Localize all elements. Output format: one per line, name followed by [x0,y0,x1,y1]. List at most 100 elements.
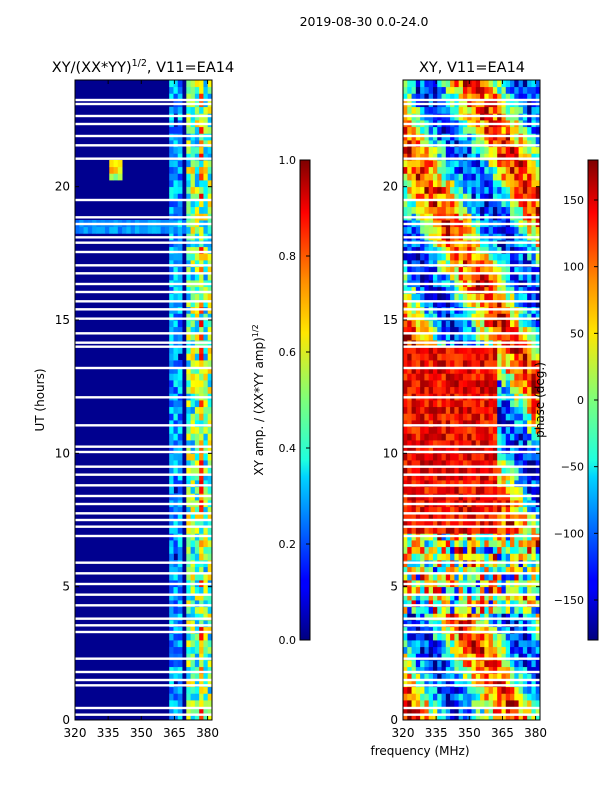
heatmap-cell [467,313,472,321]
heatmap-cell [190,600,196,608]
heatmap-cell [415,680,421,688]
heatmap-cell [169,653,174,661]
heatmap-cell [514,186,519,194]
heatmap-cell [450,380,455,388]
heatmap-cell [518,253,524,261]
heatmap-cell [462,326,468,334]
heatmap-cell [522,93,528,101]
heatmap-cell [505,126,511,134]
heatmap-cell [207,200,213,208]
heatmap-cell [411,646,417,654]
heatmap-cell [190,360,196,368]
heatmap-cell [535,146,541,154]
heatmap-cell [173,540,179,548]
heatmap-cell [203,406,209,414]
heatmap-cell [475,673,481,681]
heatmap-cell [177,693,183,701]
flagged-row [75,534,212,538]
heatmap-cell [177,406,183,414]
flagged-row [75,264,212,267]
heatmap-cell [207,460,213,468]
heatmap-cell [475,246,481,254]
heatmap-cell [199,173,204,181]
heatmap-cell [510,520,515,528]
heatmap-cell [492,386,498,394]
flagged-row [403,670,540,674]
heatmap-cell [492,660,498,668]
heatmap-cell [467,606,472,614]
heatmap-cell [488,480,494,488]
heatmap-cell [492,326,498,334]
heatmap-cell [501,286,507,294]
heatmap-cell [501,346,507,354]
heatmap-cell [173,140,179,148]
heatmap-cell [488,620,494,628]
heatmap-cell [535,566,541,574]
heatmap-cell [445,380,451,388]
heatmap-cell [403,453,408,461]
heatmap-cell [424,286,430,294]
heatmap-cell [194,593,200,601]
heatmap-cell [492,173,498,181]
heatmap-cell [169,686,174,694]
heatmap-cell [510,453,515,461]
heatmap-cell [527,573,532,581]
heatmap-cell [535,460,541,468]
heatmap-cell [441,646,447,654]
heatmap-cell [480,633,485,641]
heatmap-cell [505,286,511,294]
heatmap-cell [510,506,515,514]
heatmap-cell [432,206,438,214]
heatmap-cell [450,693,455,701]
heatmap-cell [169,540,174,548]
heatmap-cell [492,600,498,608]
heatmap-cell [432,93,438,101]
heatmap-cell [432,620,438,628]
heatmap-cell [454,106,460,114]
heatmap-cell [510,366,515,374]
heatmap-cell [497,273,502,281]
heatmap-cell [462,480,468,488]
heatmap-cell [445,413,451,421]
heatmap-cell [488,360,494,368]
heatmap-cell [514,620,519,628]
heatmap-cell [169,453,174,461]
heatmap-cell [441,446,447,454]
heatmap-cell [407,346,412,354]
heatmap-cell [445,226,451,234]
heatmap-cell [484,673,490,681]
heatmap-cell [450,313,455,321]
heatmap-cell [518,646,524,654]
flagged-row [75,525,212,528]
heatmap-cell [445,146,451,154]
heatmap-cell [177,400,183,408]
heatmap-cell [428,633,434,641]
heatmap-cell [501,446,507,454]
heatmap-cell [203,600,209,608]
heatmap-cell [450,706,455,714]
heatmap-cell [407,513,412,521]
heatmap-cell [100,226,106,234]
heatmap-cell [177,606,183,614]
heatmap-cell [488,626,494,634]
heatmap-cell [497,293,502,301]
heatmap-cell [207,466,213,474]
heatmap-cell [462,486,468,494]
heatmap-cell [203,420,209,428]
heatmap-cell [518,360,524,368]
heatmap-cell [445,513,451,521]
heatmap-cell [411,186,417,194]
heatmap-cell [177,126,183,134]
heatmap-cell [190,333,196,341]
x-tick-label: 350 [458,726,481,740]
heatmap-cell [514,440,519,448]
heatmap-cell [403,706,408,714]
heatmap-cell [462,86,468,94]
heatmap-cell [173,160,179,168]
heatmap-cell [458,553,464,561]
heatmap-cell [505,260,511,268]
heatmap-cell [522,606,528,614]
heatmap-cell [462,440,468,448]
heatmap-cell [194,186,200,194]
heatmap-cell [445,106,451,114]
